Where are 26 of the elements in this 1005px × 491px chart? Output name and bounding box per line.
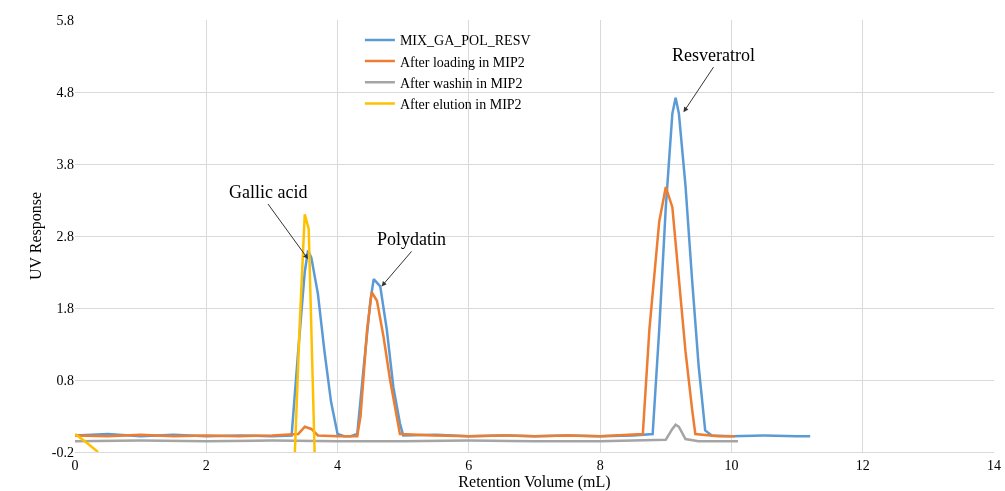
x-tick-label: 8 [596, 457, 604, 473]
y-tick-label: 1.8 [56, 300, 74, 316]
x-axis-title: Retention Volume (mL) [458, 473, 611, 491]
y-tick-label: 3.8 [56, 156, 74, 172]
legend-label: After loading in MIP2 [399, 54, 525, 70]
x-tick-label: 14 [987, 457, 1001, 473]
y-tick-label: 0.8 [56, 372, 74, 388]
annotation: Polydatin [377, 229, 447, 249]
line-series [75, 185, 736, 438]
x-tick-label: 12 [855, 457, 870, 473]
y-axis-title: UV Response [26, 191, 45, 281]
y-tick-label: 2.8 [56, 228, 74, 244]
line-series [75, 423, 740, 443]
x-tick-label: 2 [202, 457, 210, 473]
y-tick-label: 4.8 [56, 84, 74, 100]
x-tick-label: 10 [724, 457, 739, 473]
legend-label: MIX_GA_POL_RESV [399, 33, 531, 49]
legend-label: After elution in MIP2 [399, 96, 522, 112]
annotation: Gallic acid [229, 182, 308, 202]
x-tick-label: 4 [334, 457, 342, 473]
x-tick-label: 0 [71, 457, 79, 473]
x-tick-label: 6 [465, 457, 473, 473]
y-tick-label: 5.8 [56, 12, 74, 28]
annotation: Resveratrol [672, 45, 755, 65]
y-tick-label: -0.2 [51, 444, 74, 460]
legend-label: After washin in MIP2 [399, 75, 523, 91]
